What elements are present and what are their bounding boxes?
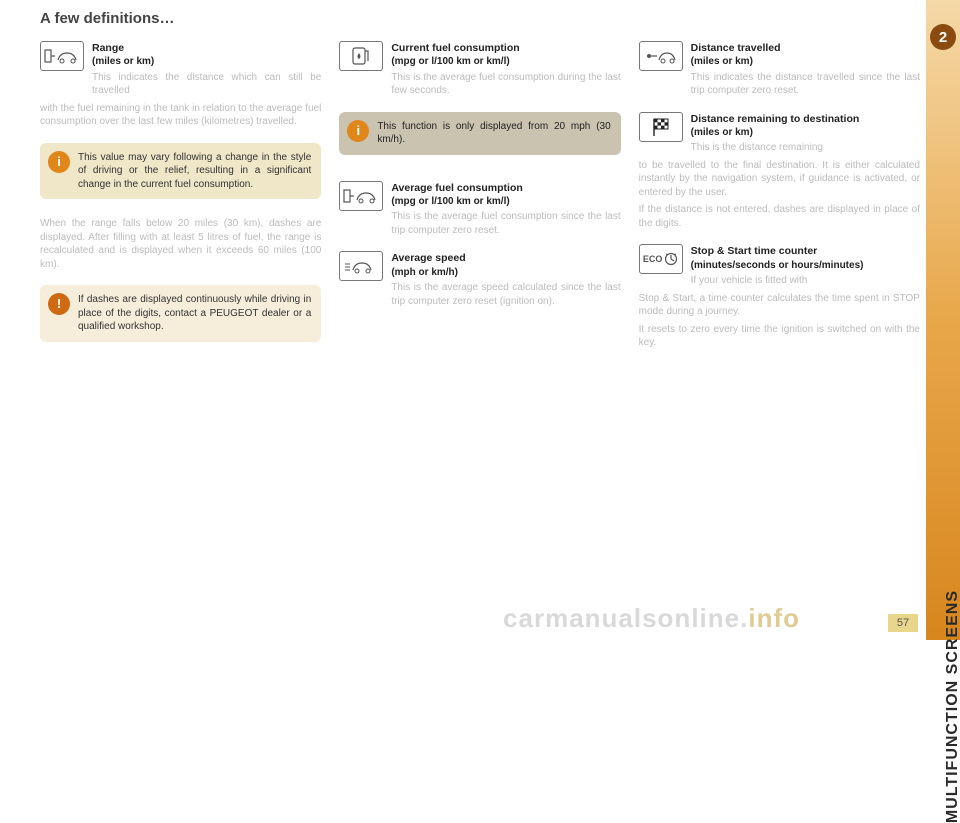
- watermark-b: info: [748, 603, 800, 633]
- car-speed-icon: [339, 251, 383, 281]
- pump-car-icon: [339, 181, 383, 211]
- remain-sub: (miles or km): [691, 126, 860, 140]
- section-number: 2: [930, 24, 956, 50]
- avgfuel-body: This is the average fuel consumption sin…: [391, 210, 620, 237]
- range-sub: (miles or km): [92, 55, 321, 69]
- stopstart-sub: (minutes/seconds or hours/minutes): [691, 259, 864, 273]
- range-title: Range: [92, 41, 321, 55]
- page-number: 57: [888, 614, 918, 632]
- page-content: A few definitions… Range (miles or km) T…: [40, 10, 920, 630]
- avgspeed-body: This is the average speed calculated sin…: [391, 281, 620, 308]
- pump-car-icon: [40, 41, 84, 71]
- remain-body-full: to be travelled to the final destination…: [639, 159, 920, 200]
- avgspeed-sub: (mph or km/h): [391, 266, 620, 280]
- current-title: Current fuel consumption: [391, 41, 620, 55]
- callout-speed-threshold: i This function is only displayed from 2…: [339, 112, 620, 155]
- remain-title: Distance remaining to destination: [691, 112, 860, 126]
- eco-icon: ECO: [639, 244, 683, 274]
- current-sub: (mpg or l/100 km or km/l): [391, 55, 620, 69]
- info-icon: i: [48, 151, 70, 173]
- range-body-inline: This indicates the distance which can st…: [92, 71, 321, 98]
- stopstart-body-extra: It resets to zero every time the ignitio…: [639, 323, 920, 350]
- watermark: carmanualsonline.info: [503, 603, 800, 634]
- avgfuel-sub: (mpg or l/100 km or km/l): [391, 195, 620, 209]
- item-stop-start: ECO Stop & Start time counter (minutes/s…: [639, 244, 920, 349]
- column-3: Distance travelled (miles or km) This in…: [639, 41, 920, 364]
- stopstart-title: Stop & Start time counter: [691, 244, 864, 258]
- current-body: This is the average fuel consumption dur…: [391, 71, 620, 98]
- column-1: Range (miles or km) This indicates the d…: [40, 41, 321, 364]
- item-range: Range (miles or km) This indicates the d…: [40, 41, 321, 129]
- distance-icon: [639, 41, 683, 71]
- item-avg-fuel: Average fuel consumption (mpg or l/100 k…: [339, 181, 620, 238]
- item-avg-speed: Average speed (mph or km/h) This is the …: [339, 251, 620, 308]
- columns: Range (miles or km) This indicates the d…: [40, 41, 920, 364]
- stopstart-body-inline: If your vehicle is fitted with: [691, 274, 864, 288]
- callout-text: This value may vary following a change i…: [78, 151, 311, 192]
- callout-text: This function is only displayed from 20 …: [377, 120, 610, 147]
- range-below-text: When the range falls below 20 miles (30 …: [40, 217, 321, 271]
- info-icon: i: [347, 120, 369, 142]
- warning-icon: !: [48, 293, 70, 315]
- item-current-consumption: Current fuel consumption (mpg or l/100 k…: [339, 41, 620, 98]
- callout-dashes-warning: ! If dashes are displayed continuously w…: [40, 285, 321, 342]
- remain-body-inline: This is the distance remaining: [691, 141, 860, 155]
- section-label: MULTIFUNCTION SCREENS: [944, 590, 960, 823]
- callout-text: If dashes are displayed continuously whi…: [78, 293, 311, 334]
- avgfuel-title: Average fuel consumption: [391, 181, 620, 195]
- range-body-full: with the fuel remaining in the tank in r…: [40, 102, 321, 129]
- fuel-drop-icon: [339, 41, 383, 71]
- dist-body: This indicates the distance travelled si…: [691, 71, 920, 98]
- remain-body-extra: If the distance is not entered, dashes a…: [639, 203, 920, 230]
- flag-icon: [639, 112, 683, 142]
- watermark-a: carmanualsonline.: [503, 603, 748, 633]
- stopstart-body-full: Stop & Start, a time counter calculates …: [639, 292, 920, 319]
- column-2: Current fuel consumption (mpg or l/100 k…: [339, 41, 620, 364]
- page-heading: A few definitions…: [40, 10, 920, 27]
- side-tab: [926, 0, 960, 640]
- avgspeed-title: Average speed: [391, 251, 620, 265]
- dist-sub: (miles or km): [691, 55, 920, 69]
- dist-title: Distance travelled: [691, 41, 920, 55]
- callout-range-variation: i This value may vary following a change…: [40, 143, 321, 200]
- item-distance-remaining: Distance remaining to destination (miles…: [639, 112, 920, 231]
- item-distance-travelled: Distance travelled (miles or km) This in…: [639, 41, 920, 98]
